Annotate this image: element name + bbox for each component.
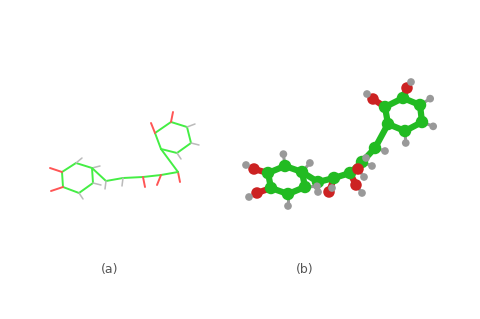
Circle shape (401, 82, 413, 94)
Circle shape (344, 167, 356, 179)
Circle shape (426, 95, 434, 102)
Circle shape (407, 78, 415, 86)
Circle shape (299, 181, 311, 193)
Circle shape (363, 90, 371, 98)
Circle shape (362, 154, 370, 162)
Circle shape (429, 122, 437, 130)
Circle shape (306, 159, 314, 167)
Circle shape (296, 166, 308, 178)
Circle shape (381, 147, 389, 155)
Circle shape (245, 193, 253, 201)
Circle shape (279, 160, 291, 172)
Circle shape (314, 188, 322, 196)
Circle shape (328, 184, 336, 192)
Circle shape (356, 156, 368, 168)
Circle shape (262, 167, 274, 179)
Circle shape (382, 118, 394, 130)
Text: (a): (a) (101, 263, 119, 277)
Circle shape (251, 187, 263, 199)
Circle shape (367, 93, 379, 105)
Circle shape (397, 92, 409, 104)
Circle shape (379, 101, 391, 113)
Circle shape (282, 188, 294, 200)
Circle shape (360, 173, 368, 181)
Circle shape (350, 179, 362, 191)
Circle shape (416, 116, 428, 128)
Circle shape (402, 139, 409, 147)
Circle shape (242, 161, 250, 169)
Circle shape (358, 189, 366, 197)
Circle shape (352, 163, 364, 175)
Circle shape (368, 162, 376, 170)
Circle shape (328, 172, 340, 184)
Circle shape (369, 142, 381, 154)
Circle shape (248, 163, 260, 175)
Circle shape (265, 182, 277, 194)
Circle shape (284, 202, 292, 210)
Circle shape (313, 182, 321, 190)
Circle shape (414, 99, 426, 111)
Text: (b): (b) (296, 263, 314, 277)
Circle shape (399, 125, 411, 137)
Circle shape (279, 150, 287, 158)
Circle shape (312, 176, 324, 188)
Circle shape (323, 186, 335, 198)
